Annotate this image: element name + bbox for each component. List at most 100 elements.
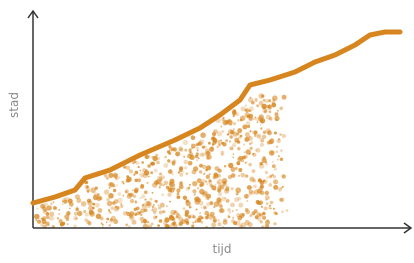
- speckle-dot: [135, 201, 138, 204]
- speckle-dot: [226, 199, 230, 203]
- speckle-dot: [125, 181, 127, 183]
- speckle-dot: [237, 119, 240, 122]
- speckle-dot: [83, 210, 86, 213]
- speckle-dot: [197, 142, 200, 145]
- speckle-dot: [205, 180, 208, 183]
- speckle-dot: [140, 185, 144, 189]
- speckle-dot: [129, 193, 133, 197]
- speckle-dot: [214, 188, 217, 191]
- speckle-dot: [189, 206, 192, 209]
- speckle-dot: [200, 153, 204, 157]
- speckle-dot: [236, 194, 238, 196]
- speckle-dot: [36, 207, 38, 209]
- speckle-dot: [220, 126, 222, 128]
- speckle-dot: [50, 203, 52, 205]
- speckle-dot: [171, 184, 176, 189]
- speckle-dot: [106, 218, 109, 221]
- speckle-dot: [67, 223, 69, 225]
- speckle-dot: [279, 133, 281, 135]
- speckle-dot: [207, 183, 209, 185]
- speckle-dot: [262, 216, 266, 220]
- speckle-dot: [239, 213, 244, 218]
- speckle-dot: [134, 189, 138, 193]
- speckle-dot: [164, 181, 169, 186]
- speckle-dot: [199, 170, 202, 173]
- speckle-dot: [203, 206, 207, 210]
- speckle-dot: [245, 105, 247, 107]
- speckle-dot: [209, 173, 211, 175]
- speckle-dot: [266, 176, 268, 178]
- speckle-dot: [151, 223, 154, 226]
- speckle-dot: [192, 170, 197, 175]
- speckle-dot: [218, 192, 222, 196]
- speckle-dot: [183, 140, 189, 146]
- speckle-dot: [259, 101, 264, 106]
- speckle-dot: [221, 151, 225, 155]
- speckle-dot: [280, 198, 284, 202]
- speckle-dot: [146, 182, 148, 184]
- speckle-dot: [260, 138, 262, 140]
- speckle-dot: [231, 187, 234, 190]
- speckle-dot: [95, 203, 100, 208]
- speckle-dot: [282, 95, 287, 100]
- speckle-dot: [232, 143, 236, 147]
- speckle-dot: [146, 155, 150, 159]
- speckle-dot: [130, 199, 134, 203]
- speckle-dot: [273, 179, 278, 184]
- speckle-dot: [266, 115, 271, 120]
- speckle-dot: [211, 137, 215, 141]
- speckle-dot: [185, 172, 188, 175]
- speckle-dot: [264, 111, 267, 114]
- speckle-dot: [90, 187, 96, 193]
- speckle-dot: [208, 142, 211, 145]
- speckle-dot: [172, 217, 176, 221]
- speckle-dot: [132, 189, 134, 191]
- speckle-dot: [238, 203, 243, 208]
- speckle-dot: [265, 163, 268, 166]
- speckle-dot: [235, 220, 240, 225]
- speckle-dot: [273, 185, 278, 190]
- speckle-dot: [262, 135, 266, 139]
- speckle-dot: [132, 220, 137, 225]
- speckle-dot: [104, 189, 109, 194]
- speckle-dot: [258, 201, 263, 206]
- speckle-dot: [274, 168, 277, 171]
- speckle-dot: [109, 224, 111, 226]
- speckle-dot: [197, 150, 199, 152]
- speckle-dot: [85, 213, 89, 217]
- speckle-dot: [200, 132, 206, 138]
- speckle-dot: [92, 203, 95, 206]
- speckle-dot: [249, 130, 251, 132]
- speckle-dot: [210, 201, 214, 205]
- speckle-dot: [230, 130, 234, 134]
- speckle-dot: [264, 207, 268, 211]
- speckle-dot: [194, 193, 196, 195]
- speckle-dot: [276, 146, 278, 148]
- speckle-dot: [253, 185, 257, 189]
- speckle-dot: [127, 212, 131, 216]
- speckle-dot: [123, 195, 125, 197]
- speckle-dot: [245, 208, 249, 212]
- speckle-dot: [176, 216, 179, 219]
- speckle-dot: [53, 201, 55, 203]
- speckle-dot: [188, 187, 191, 190]
- speckle-dot: [247, 125, 250, 128]
- speckle-dot: [209, 147, 214, 152]
- speckle-dot: [218, 169, 222, 173]
- speckle-dot: [113, 173, 119, 179]
- speckle-dot: [154, 169, 158, 173]
- speckle-dot: [242, 160, 244, 162]
- speckle-dot: [49, 216, 54, 221]
- speckle-dot: [213, 130, 215, 132]
- speckle-dot: [273, 222, 276, 225]
- speckle-dot: [226, 186, 229, 189]
- speckle-dot: [227, 119, 232, 124]
- speckle-dot: [139, 170, 141, 172]
- speckle-dot: [135, 171, 139, 175]
- speckle-dot: [270, 201, 274, 205]
- speckle-dot: [260, 127, 262, 129]
- speckle-dot: [81, 201, 86, 206]
- speckle-dot: [266, 105, 269, 108]
- speckle-dot: [259, 213, 263, 217]
- speckle-dot: [222, 178, 227, 183]
